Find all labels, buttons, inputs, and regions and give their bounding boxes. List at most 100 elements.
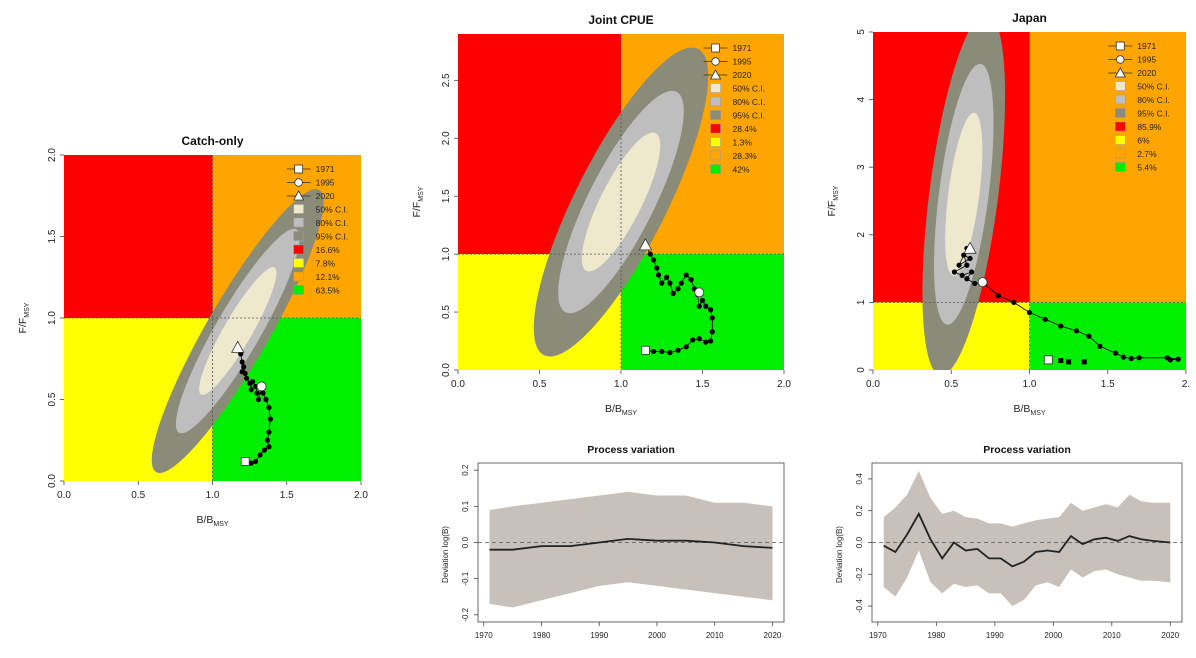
y-tick-label: 2 xyxy=(856,232,867,238)
x-tick-label: 1980 xyxy=(533,631,551,640)
x-tick-label: 0.0 xyxy=(57,490,71,501)
y-tick-label: 1.0 xyxy=(441,247,452,261)
trajectory-point xyxy=(266,429,272,435)
x-tick-label: 0.5 xyxy=(131,490,145,501)
x-tick-label: 2.0 xyxy=(354,490,368,501)
trajectory-point xyxy=(1011,299,1017,305)
marker-2020 xyxy=(231,340,245,353)
legend-swatch xyxy=(293,217,304,228)
trajectory-point xyxy=(267,416,274,422)
x-tick-label: 2010 xyxy=(1103,631,1121,640)
legend-label: 2020 xyxy=(733,70,752,80)
legend-label: 1971 xyxy=(733,43,752,53)
legend-swatch xyxy=(293,285,304,295)
trajectory-point xyxy=(239,369,245,375)
y-axis-label: Deviation log(B) xyxy=(835,526,844,583)
x-axis-label: B/BMSY xyxy=(196,514,228,528)
x-tick-label: 1990 xyxy=(590,631,608,640)
trajectory-point xyxy=(659,280,665,286)
trajectory-point xyxy=(263,396,269,403)
x-tick-label: 1970 xyxy=(869,631,887,640)
x-tick-label: 1980 xyxy=(927,631,945,640)
trajectory-point xyxy=(961,252,967,258)
legend-swatch xyxy=(293,231,304,241)
trajectory-point xyxy=(972,280,978,287)
trajectory-point xyxy=(964,262,970,268)
legend-label: 80% C.I. xyxy=(316,218,349,228)
trajectory-point xyxy=(1073,328,1080,334)
legend-label: 1995 xyxy=(1137,55,1156,65)
legend-label: 7.8% xyxy=(316,259,336,269)
legend-label: 85.9% xyxy=(1137,122,1162,132)
y-tick-label: 3 xyxy=(856,164,867,170)
y-axis-label: F/FMSY xyxy=(17,302,31,333)
trajectory-point xyxy=(667,280,673,286)
legend-label: 5.4% xyxy=(1137,163,1157,173)
trajectory-point xyxy=(1164,355,1170,361)
marker-1995 xyxy=(694,287,705,298)
panel-title: Japan xyxy=(1012,11,1047,25)
trajectory-point xyxy=(675,347,681,353)
y-tick-label: 1.5 xyxy=(441,189,452,203)
quadrant-overfished-overfishing xyxy=(64,155,213,318)
x-tick-label: 1.0 xyxy=(206,490,220,501)
trajectory-point xyxy=(664,274,670,280)
trajectory-point xyxy=(255,396,262,403)
trajectory-point xyxy=(678,280,684,286)
trajectory-point xyxy=(708,307,714,313)
trajectory-point xyxy=(248,387,254,393)
confidence-regions xyxy=(151,189,324,473)
legend-circle xyxy=(1116,55,1125,64)
x-tick-label: 1.0 xyxy=(1023,379,1037,390)
legend-label: 95% C.I. xyxy=(733,111,766,121)
legend-label: 95% C.I. xyxy=(1137,109,1170,119)
trajectory-point xyxy=(252,458,259,465)
quadrant-sustainable xyxy=(1029,302,1186,370)
legend-label: 42% xyxy=(733,165,750,175)
trajectory-point xyxy=(244,375,250,381)
legend-swatch xyxy=(293,244,304,255)
x-tick-label: 2020 xyxy=(1161,631,1179,640)
trajectory-point xyxy=(651,348,657,355)
marker-2020 xyxy=(963,241,977,254)
legend: 1971 1995 2020 50% C.I. 80% C.I. 95% C.I. 85.9… xyxy=(1108,41,1170,173)
x-axis-label: B/BMSY xyxy=(1013,403,1045,417)
legend-circle xyxy=(294,178,303,187)
ci-50 xyxy=(581,132,661,272)
x-tick-label: 2000 xyxy=(1044,631,1062,640)
kobe-panel-1: 1971 1995 2020 50% C.I. 80% C.I. 95% C.I. 28.4… xyxy=(411,13,791,417)
x-tick-label: 2. xyxy=(1182,379,1190,390)
trajectory-point xyxy=(659,348,665,355)
legend-swatch xyxy=(1115,81,1126,91)
legend-square xyxy=(711,43,720,53)
uncertainty-band xyxy=(489,491,773,608)
uncertainty-band xyxy=(883,471,1171,607)
legend: 1971 1995 2020 50% C.I. 80% C.I. 95% C.I. 28.4… xyxy=(703,43,766,175)
x-axis-label: B/BMSY xyxy=(605,403,637,417)
legend-label: 1995 xyxy=(733,57,752,67)
legend-triangle xyxy=(1114,67,1126,78)
trajectory-point xyxy=(967,255,973,262)
marker-1971 xyxy=(641,345,650,355)
legend-label: 28.3% xyxy=(733,151,758,161)
legend-swatch xyxy=(1115,108,1126,118)
y-tick-label: 0.5 xyxy=(441,305,452,319)
legend-swatch xyxy=(293,258,304,268)
y-tick-label: 0.2 xyxy=(461,464,470,476)
trajectory-point xyxy=(1081,359,1087,365)
legend-square xyxy=(1115,41,1125,51)
y-axis-label: Deviation log(B) xyxy=(441,526,450,583)
trajectory-point xyxy=(651,257,657,263)
panel-title: Process variation xyxy=(983,444,1071,456)
y-tick-label: 0.0 xyxy=(855,536,864,548)
legend-label: 63.5% xyxy=(316,286,341,296)
trajectory-point xyxy=(688,277,694,283)
trajectory-point xyxy=(699,297,706,304)
x-tick-label: 2000 xyxy=(648,631,666,640)
legend-triangle xyxy=(709,69,722,80)
trajectory-point xyxy=(956,262,962,268)
trajectory-point xyxy=(266,444,272,450)
trajectory-point xyxy=(260,390,266,396)
trajectory-point xyxy=(1128,355,1134,362)
trajectory-point xyxy=(1042,316,1048,322)
